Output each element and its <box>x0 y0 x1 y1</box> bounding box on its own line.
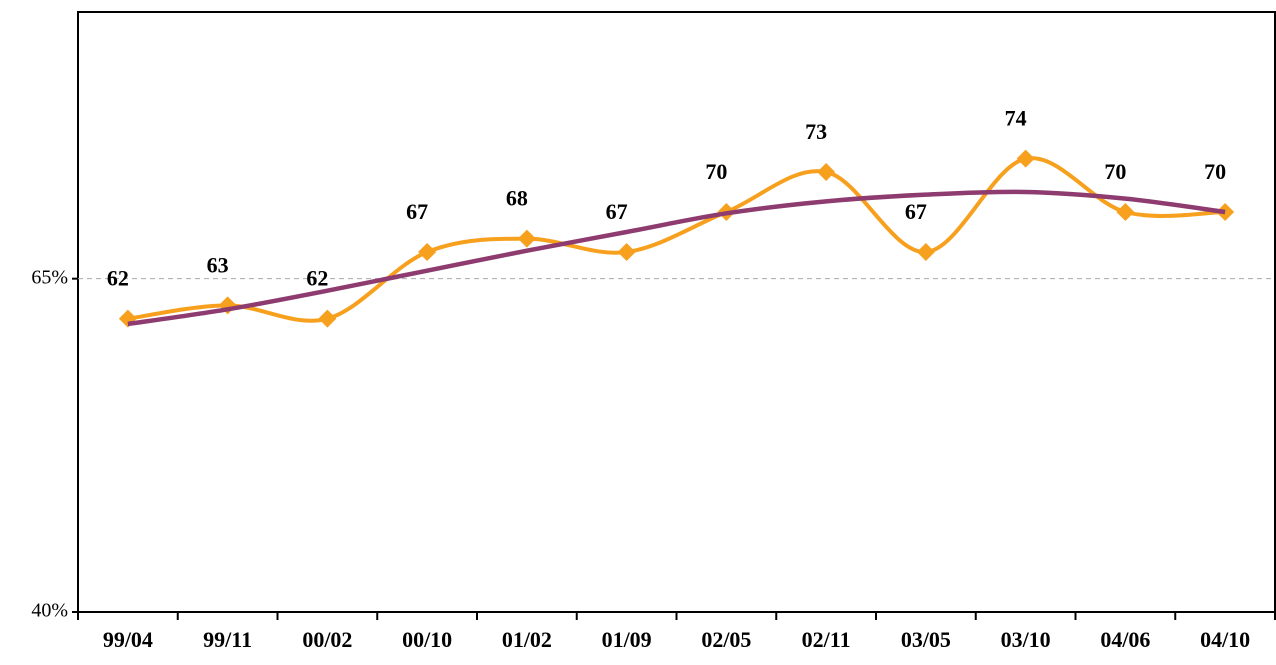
x-tick-label: 00/10 <box>402 627 452 652</box>
data-label: 70 <box>1204 159 1226 184</box>
x-tick-label: 02/11 <box>802 627 851 652</box>
y-tick-label: 40% <box>31 600 68 622</box>
marker <box>916 243 935 261</box>
x-tick-label: 01/02 <box>502 627 552 652</box>
x-tick-label: 03/05 <box>901 627 951 652</box>
x-tick-label: 03/10 <box>1001 627 1051 652</box>
x-tick-label: 04/10 <box>1200 627 1250 652</box>
x-tick-label: 99/11 <box>203 627 252 652</box>
data-label: 67 <box>406 199 428 224</box>
data-label: 73 <box>805 119 827 144</box>
marker <box>617 243 636 261</box>
data-label: 70 <box>705 159 727 184</box>
marker <box>1016 149 1035 168</box>
x-tick-label: 04/06 <box>1100 627 1150 652</box>
data-label: 67 <box>606 199 628 224</box>
data-label: 62 <box>107 266 129 291</box>
marker <box>418 243 437 261</box>
x-tick-label: 02/05 <box>701 627 751 652</box>
y-tick-label: 65% <box>31 266 68 288</box>
data-label: 68 <box>506 186 528 211</box>
marker <box>517 229 536 248</box>
x-tick-label: 99/04 <box>103 627 153 652</box>
x-tick-label: 01/09 <box>602 627 652 652</box>
data-label: 74 <box>1005 106 1027 131</box>
x-tick-label: 00/02 <box>302 627 352 652</box>
marker <box>318 309 337 328</box>
marker <box>817 163 836 181</box>
data-label: 70 <box>1104 159 1126 184</box>
data-label: 63 <box>207 252 229 277</box>
series-line <box>127 189 1226 327</box>
marker <box>1116 203 1135 221</box>
data-label: 67 <box>905 199 927 224</box>
data-label: 62 <box>306 266 328 291</box>
